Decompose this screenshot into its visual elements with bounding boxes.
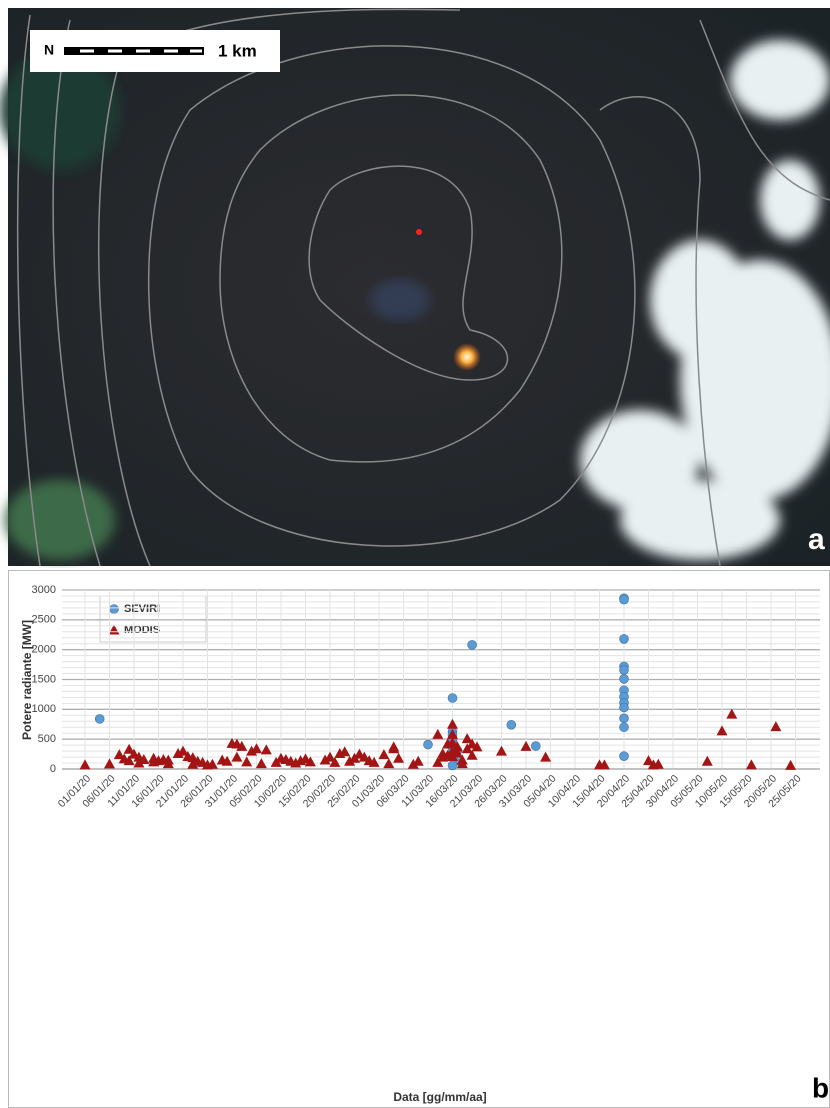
satellite-image: N 1 km a [0,8,830,566]
circle-marker [424,740,433,749]
north-arrow: N [44,42,54,58]
x-axis-label: Data [gg/mm/aa] [393,1090,486,1104]
circle-marker [620,665,629,674]
circle-marker [620,723,629,732]
circle-marker [448,761,457,770]
y-tick-label: 2000 [32,644,56,656]
panel-label: a [808,523,825,556]
circle-marker [448,693,457,702]
y-tick-label: 2500 [32,614,56,626]
circle-marker [620,752,629,761]
circle-marker [95,714,104,723]
circle-marker [620,634,629,643]
circle-marker [620,595,629,604]
y-tick-label: 1000 [32,703,56,715]
chart-frame [9,571,830,1108]
circle-marker [620,714,629,723]
panel-label: b [812,1072,829,1103]
circle-marker [507,720,516,729]
circle-marker [620,703,629,712]
y-tick-label: 3000 [32,584,56,596]
circle-marker [468,640,477,649]
page: N 1 km a Potere radiante [MW] Data [gg/m… [0,0,830,1108]
scale-label: 1 km [218,41,257,60]
figure: N 1 km a Potere radiante [MW] Data [gg/m… [0,0,830,1108]
y-tick-label: 1500 [32,673,56,685]
y-tick-label: 0 [50,763,56,775]
y-tick-label: 500 [38,733,56,745]
circle-marker [620,674,629,683]
circle-marker [531,742,540,751]
circle-marker [110,605,119,614]
legend-label: SEVIRI [124,603,160,615]
